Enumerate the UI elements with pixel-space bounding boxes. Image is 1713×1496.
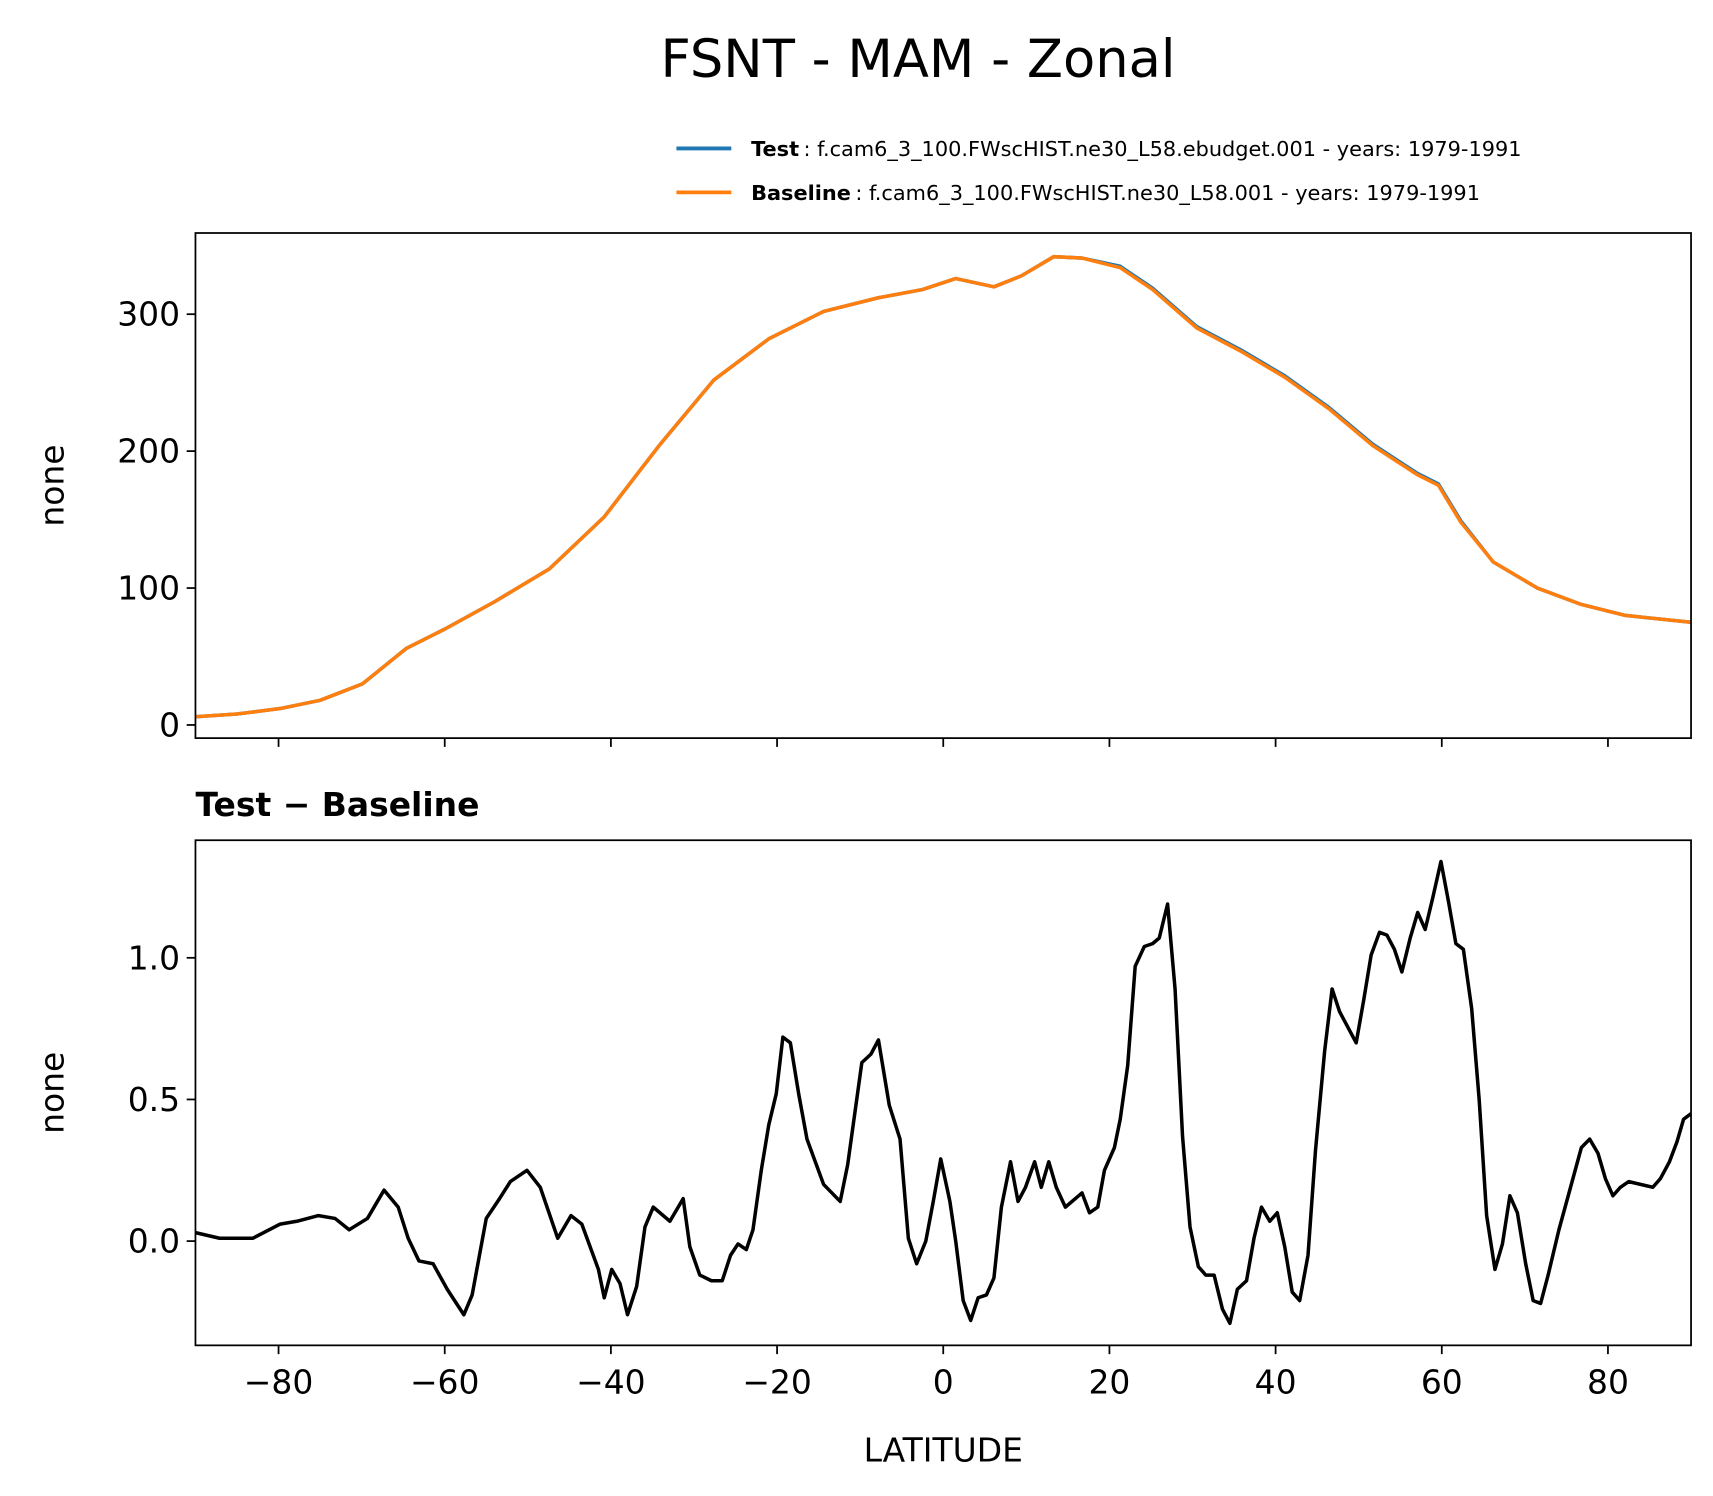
y-tick-label: 200 bbox=[117, 432, 180, 471]
legend-name: Baseline bbox=[751, 181, 851, 205]
legend-description: : f.cam6_3_100.FWscHIST.ne30_L58.001 - y… bbox=[855, 181, 1480, 206]
x-axis-label: LATITUDE bbox=[864, 1431, 1023, 1470]
x-tick-label: −40 bbox=[576, 1363, 646, 1402]
legend-entry: Baseline: f.cam6_3_100.FWscHIST.ne30_L58… bbox=[751, 181, 1480, 206]
axes-frame bbox=[194, 839, 1692, 1347]
legend-name: Test bbox=[751, 137, 799, 161]
y-tick-label: 0 bbox=[159, 705, 180, 744]
y-tick-label: 1.0 bbox=[128, 938, 180, 977]
y-tick-label: 0.5 bbox=[128, 1080, 180, 1119]
subplot-title: Test − Baseline bbox=[195, 785, 479, 824]
legend-description: : f.cam6_3_100.FWscHIST.ne30_L58.ebudget… bbox=[803, 137, 1521, 162]
x-tick-label: −20 bbox=[742, 1363, 812, 1402]
axes-frame bbox=[194, 232, 1692, 739]
y-tick-label: 300 bbox=[117, 295, 180, 334]
y-tick-label: 0.0 bbox=[128, 1222, 180, 1261]
x-tick-label: −60 bbox=[410, 1363, 480, 1402]
y-axis-label: none bbox=[33, 1052, 72, 1134]
y-tick-label: 100 bbox=[117, 569, 180, 608]
x-tick-label: −80 bbox=[244, 1363, 314, 1402]
x-tick-label: 0 bbox=[933, 1363, 954, 1402]
x-tick-label: 20 bbox=[1088, 1363, 1130, 1402]
data-line bbox=[195, 859, 1692, 1326]
x-tick-label: 60 bbox=[1421, 1363, 1463, 1402]
x-tick-label: 40 bbox=[1255, 1363, 1297, 1402]
x-tick-label: 80 bbox=[1587, 1363, 1629, 1402]
chart-title: FSNT - MAM - Zonal bbox=[660, 29, 1175, 90]
legend-entry: Test: f.cam6_3_100.FWscHIST.ne30_L58.ebu… bbox=[751, 137, 1521, 162]
y-axis-label: none bbox=[33, 444, 72, 526]
data-line bbox=[195, 254, 1692, 719]
